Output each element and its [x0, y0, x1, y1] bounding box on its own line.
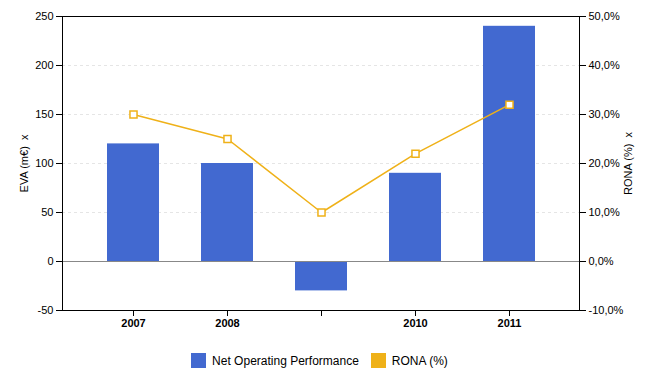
svg-text:EVA (m€) x: EVA (m€) x — [18, 134, 30, 192]
svg-text:0: 0 — [47, 255, 53, 267]
svg-text:RONA (%) x: RONA (%) x — [622, 132, 634, 195]
svg-text:-10,0%: -10,0% — [589, 304, 624, 316]
svg-text:150: 150 — [35, 108, 53, 120]
svg-text:200: 200 — [35, 59, 53, 71]
svg-text:30,0%: 30,0% — [589, 108, 620, 120]
svg-text:20,0%: 20,0% — [589, 157, 620, 169]
svg-text:2010: 2010 — [403, 317, 427, 329]
svg-text:0,0%: 0,0% — [589, 255, 614, 267]
html-text:RONA (%): RONA (%) — [391, 353, 448, 368]
svg-text:2008: 2008 — [215, 317, 239, 329]
svg-text:50,0%: 50,0% — [589, 10, 620, 22]
html-text:Net Operating Performance: Net Operating Performance — [212, 353, 359, 368]
svg-text:50: 50 — [41, 206, 53, 218]
svg-text:250: 250 — [35, 10, 53, 22]
svg-text:40,0%: 40,0% — [589, 59, 620, 71]
svg-text:-50: -50 — [38, 304, 54, 316]
svg-text:10,0%: 10,0% — [589, 206, 620, 218]
svg-text:100: 100 — [35, 157, 53, 169]
svg-text:2007: 2007 — [121, 317, 145, 329]
svg-text:2011: 2011 — [498, 317, 522, 329]
